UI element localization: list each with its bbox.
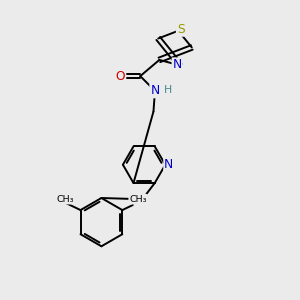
Text: N: N <box>164 158 173 171</box>
Text: CH₃: CH₃ <box>129 195 147 204</box>
Text: O: O <box>116 70 125 83</box>
Text: N: N <box>172 58 182 71</box>
Text: CH₃: CH₃ <box>56 195 74 204</box>
Text: O: O <box>135 194 144 206</box>
Text: N: N <box>150 84 160 97</box>
Text: H: H <box>164 85 172 94</box>
Text: S: S <box>177 23 184 36</box>
